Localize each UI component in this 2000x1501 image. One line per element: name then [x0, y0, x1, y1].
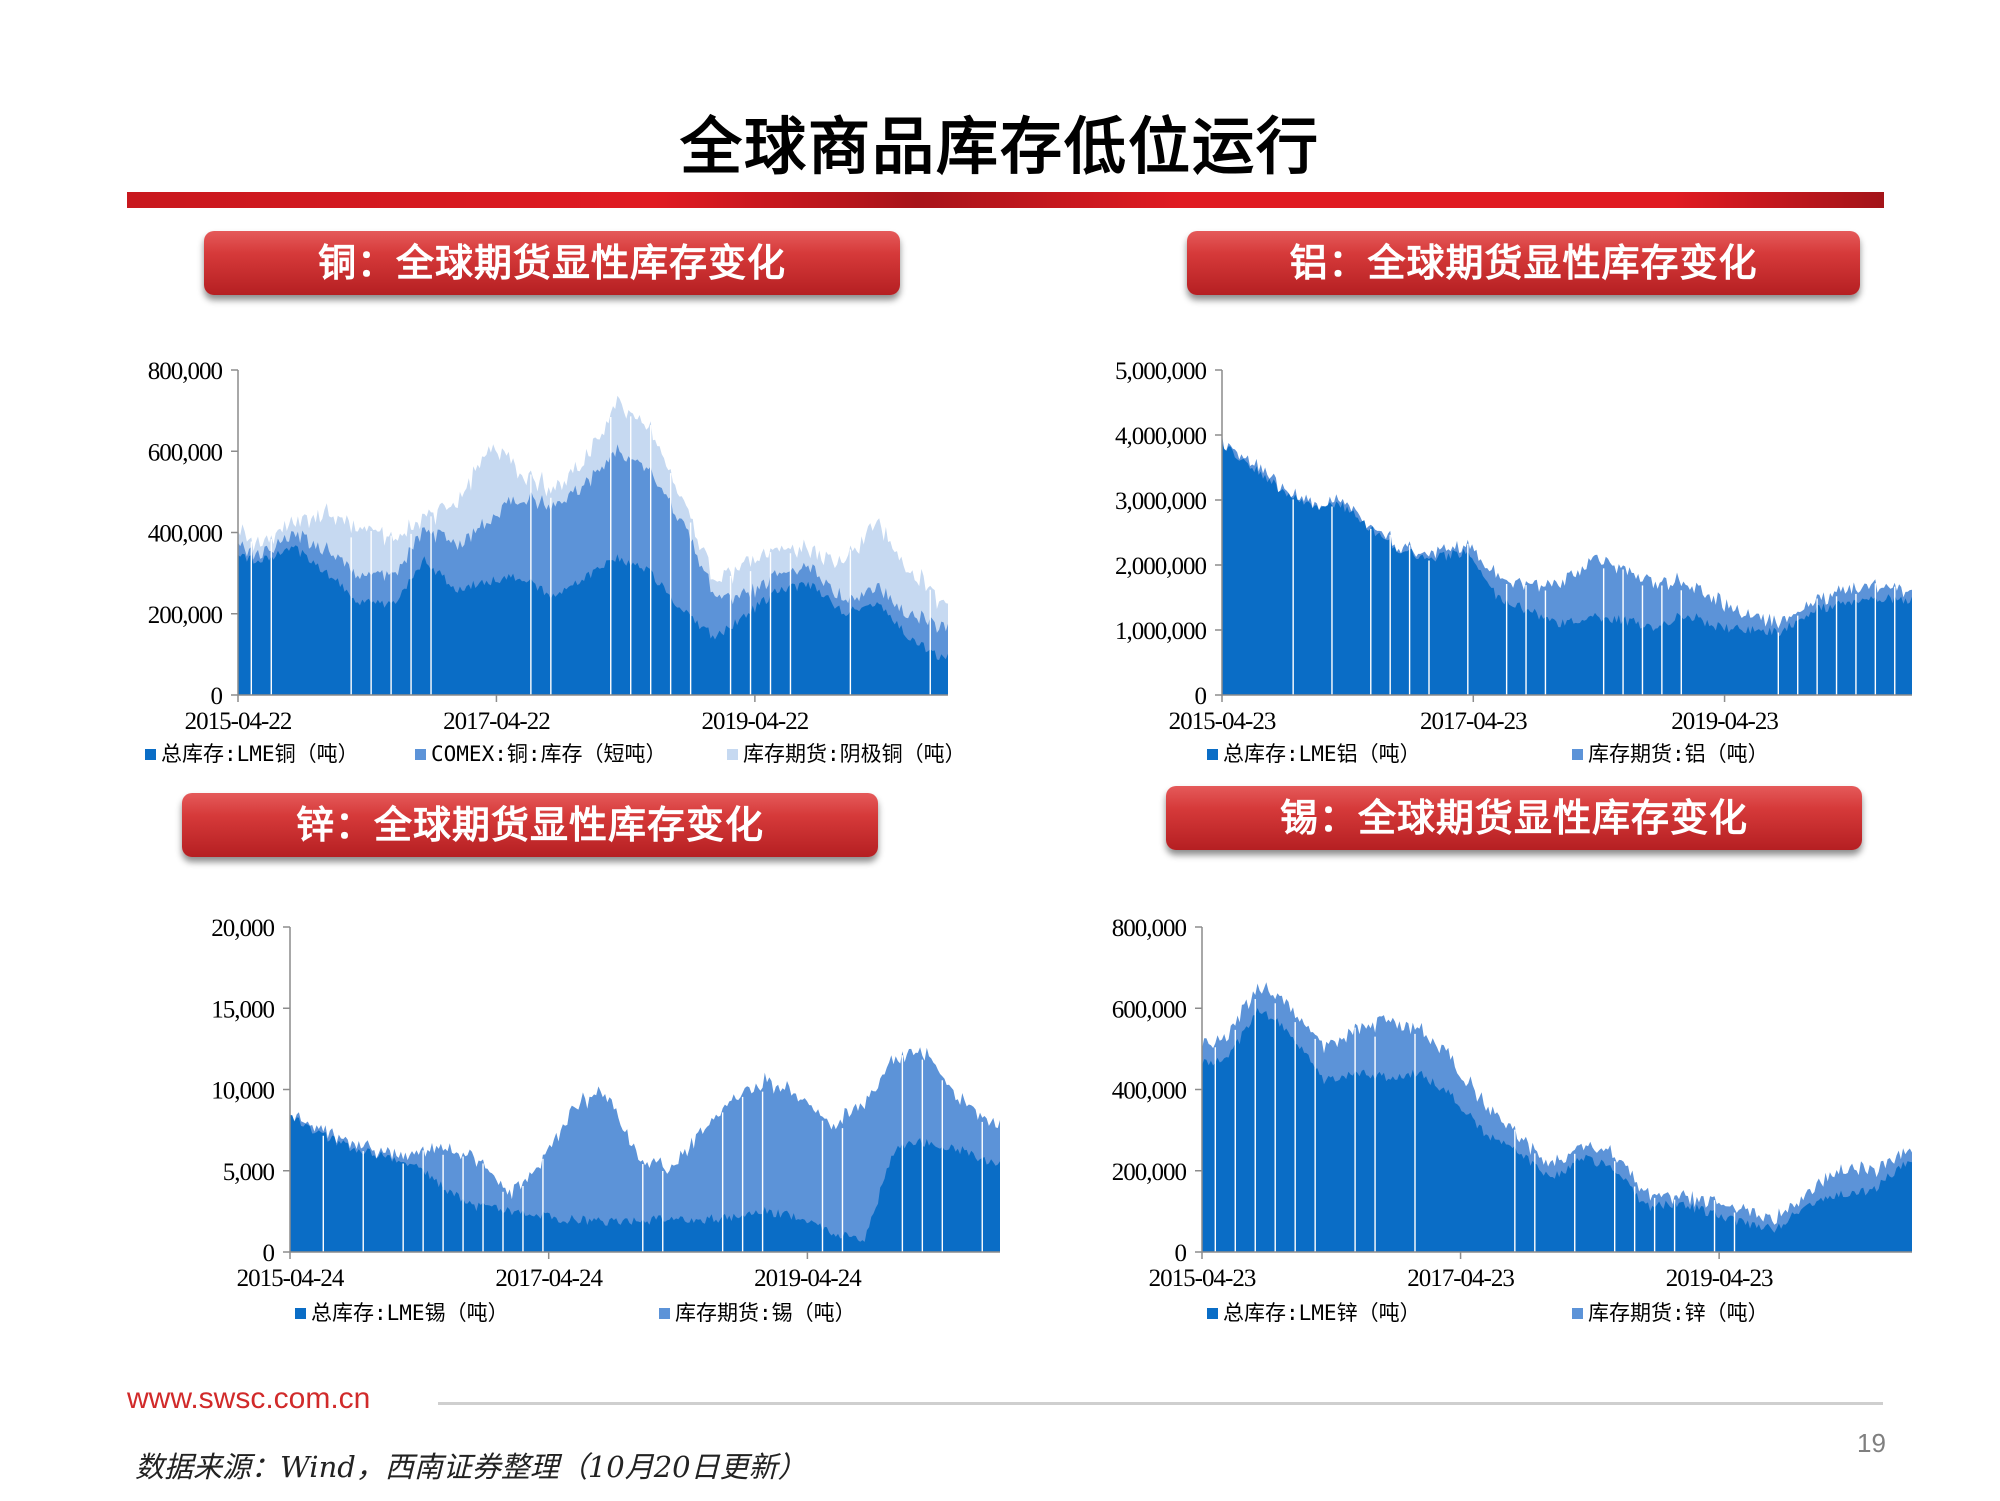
- y-tick-label: 15,000: [211, 996, 274, 1023]
- x-tick-label: 2015-04-23: [1169, 708, 1276, 735]
- tin-panel-title: 锌：全球期货显性库存变化: [182, 793, 878, 857]
- gap-lines: [322, 1055, 983, 1252]
- legend-swatch: [1572, 749, 1583, 760]
- legend-label: 库存期货:锌（吨）: [1588, 1301, 1769, 1325]
- y-tick-label: 800,000: [148, 358, 223, 385]
- legend-label: 总库存:LME锌（吨）: [1223, 1301, 1421, 1325]
- legend-label: 总库存:LME锡（吨）: [311, 1301, 509, 1325]
- legend-item-comex-copper: COMEX:铜:库存（短吨）: [415, 738, 667, 768]
- y-tick-label: 5,000,000: [1115, 358, 1207, 385]
- legend-swatch: [295, 1308, 306, 1319]
- y-tick-label: 800,000: [1112, 915, 1187, 942]
- legend-label: 总库存:LME铝（吨）: [1223, 742, 1421, 766]
- x-tick-label: 2019-04-24: [754, 1265, 862, 1292]
- legend-item-shfe-tin: 库存期货:锡（吨）: [659, 1297, 856, 1327]
- x-tick-label: 2017-04-23: [1420, 708, 1527, 735]
- legend-swatch: [1207, 1308, 1218, 1319]
- gap-lines: [250, 416, 931, 695]
- series-areas: [1222, 434, 1912, 695]
- y-tick-label: 600,000: [148, 439, 223, 466]
- legend-item-lme-tin: 总库存:LME锡（吨）: [295, 1297, 509, 1327]
- y-tick-label: 600,000: [1112, 996, 1187, 1023]
- aluminum-panel-title: 铝：全球期货显性库存变化: [1187, 231, 1860, 295]
- legend-label: 库存期货:锡（吨）: [675, 1301, 856, 1325]
- x-tick-label: 2019-04-23: [1671, 708, 1778, 735]
- legend-swatch: [659, 1308, 670, 1319]
- y-tick-label: 20,000: [211, 915, 274, 942]
- x-tick-label: 2017-04-23: [1407, 1265, 1514, 1292]
- gap-lines: [1292, 499, 1896, 695]
- gap-lines: [1214, 999, 1736, 1252]
- page-number: 19: [1857, 1428, 1886, 1458]
- y-tick-label: 400,000: [148, 521, 223, 548]
- legend-swatch: [1207, 749, 1218, 760]
- footer-divider: [438, 1402, 1883, 1405]
- legend-swatch: [145, 749, 156, 760]
- series-areas: [1202, 982, 1912, 1252]
- y-tick-label: 4,000,000: [1115, 423, 1207, 450]
- x-tick-label: 2019-04-22: [702, 708, 809, 735]
- y-tick-label: 0: [211, 683, 223, 710]
- legend-item-shfe-zinc: 库存期货:锌（吨）: [1572, 1297, 1769, 1327]
- series-area-1: [290, 1115, 1000, 1252]
- legend-item-lme-aluminum: 总库存:LME铝（吨）: [1207, 738, 1421, 768]
- page-title: 全球商品库存低位运行: [679, 110, 1320, 183]
- legend-swatch: [1572, 1308, 1583, 1319]
- legend-label: COMEX:铜:库存（短吨）: [431, 742, 667, 766]
- x-tick-label: 2015-04-24: [237, 1265, 345, 1292]
- series-area-1: [1202, 1008, 1912, 1252]
- series-area-1: [1222, 442, 1912, 695]
- y-tick-label: 2,000,000: [1115, 553, 1207, 580]
- y-tick-label: 0: [263, 1240, 275, 1267]
- tin-legend: 总库存:LME锡（吨） 库存期货:锡（吨）: [295, 1297, 895, 1325]
- x-tick-label: 2017-04-22: [443, 708, 550, 735]
- legend-item-shfe-copper: 库存期货:阴极铜（吨）: [727, 738, 966, 768]
- copper-legend: 总库存:LME铜（吨） COMEX:铜:库存（短吨） 库存期货:阴极铜（吨）: [145, 738, 1015, 766]
- x-tick-label: 2015-04-22: [185, 708, 292, 735]
- legend-label: 总库存:LME铜（吨）: [161, 742, 359, 766]
- x-tick-label: 2017-04-24: [495, 1265, 603, 1292]
- x-tick-label: 2019-04-23: [1666, 1265, 1773, 1292]
- data-source-note: 数据来源：Wind，西南证券整理（10月20日更新）: [135, 1450, 807, 1484]
- legend-label: 库存期货:阴极铜（吨）: [743, 742, 966, 766]
- y-tick-label: 200,000: [148, 602, 223, 629]
- y-tick-label: 10,000: [211, 1078, 274, 1105]
- zinc-panel-title: 锡：全球期货显性库存变化: [1166, 786, 1862, 850]
- x-tick-label: 2015-04-23: [1149, 1265, 1256, 1292]
- legend-label: 库存期货:铝（吨）: [1588, 742, 1769, 766]
- legend-swatch: [415, 749, 426, 760]
- legend-swatch: [727, 749, 738, 760]
- aluminum-legend: 总库存:LME铝（吨） 库存期货:铝（吨）: [1207, 738, 1807, 766]
- zinc-legend: 总库存:LME锌（吨） 库存期货:锌（吨）: [1207, 1297, 1807, 1325]
- legend-item-shfe-aluminum: 库存期货:铝（吨）: [1572, 738, 1769, 768]
- title-underline-bar: [127, 192, 1884, 208]
- y-tick-label: 5,000: [223, 1159, 275, 1186]
- y-tick-label: 200,000: [1112, 1159, 1187, 1186]
- y-tick-label: 0: [1195, 683, 1207, 710]
- legend-item-lme-copper: 总库存:LME铜（吨）: [145, 738, 359, 768]
- website-link[interactable]: www.swsc.com.cn: [127, 1382, 371, 1415]
- y-tick-label: 1,000,000: [1115, 618, 1207, 645]
- y-tick-label: 0: [1175, 1240, 1187, 1267]
- legend-item-lme-zinc: 总库存:LME锌（吨）: [1207, 1297, 1421, 1327]
- y-tick-label: 3,000,000: [1115, 488, 1207, 515]
- copper-panel-title: 铜：全球期货显性库存变化: [204, 231, 900, 295]
- y-tick-label: 400,000: [1112, 1078, 1187, 1105]
